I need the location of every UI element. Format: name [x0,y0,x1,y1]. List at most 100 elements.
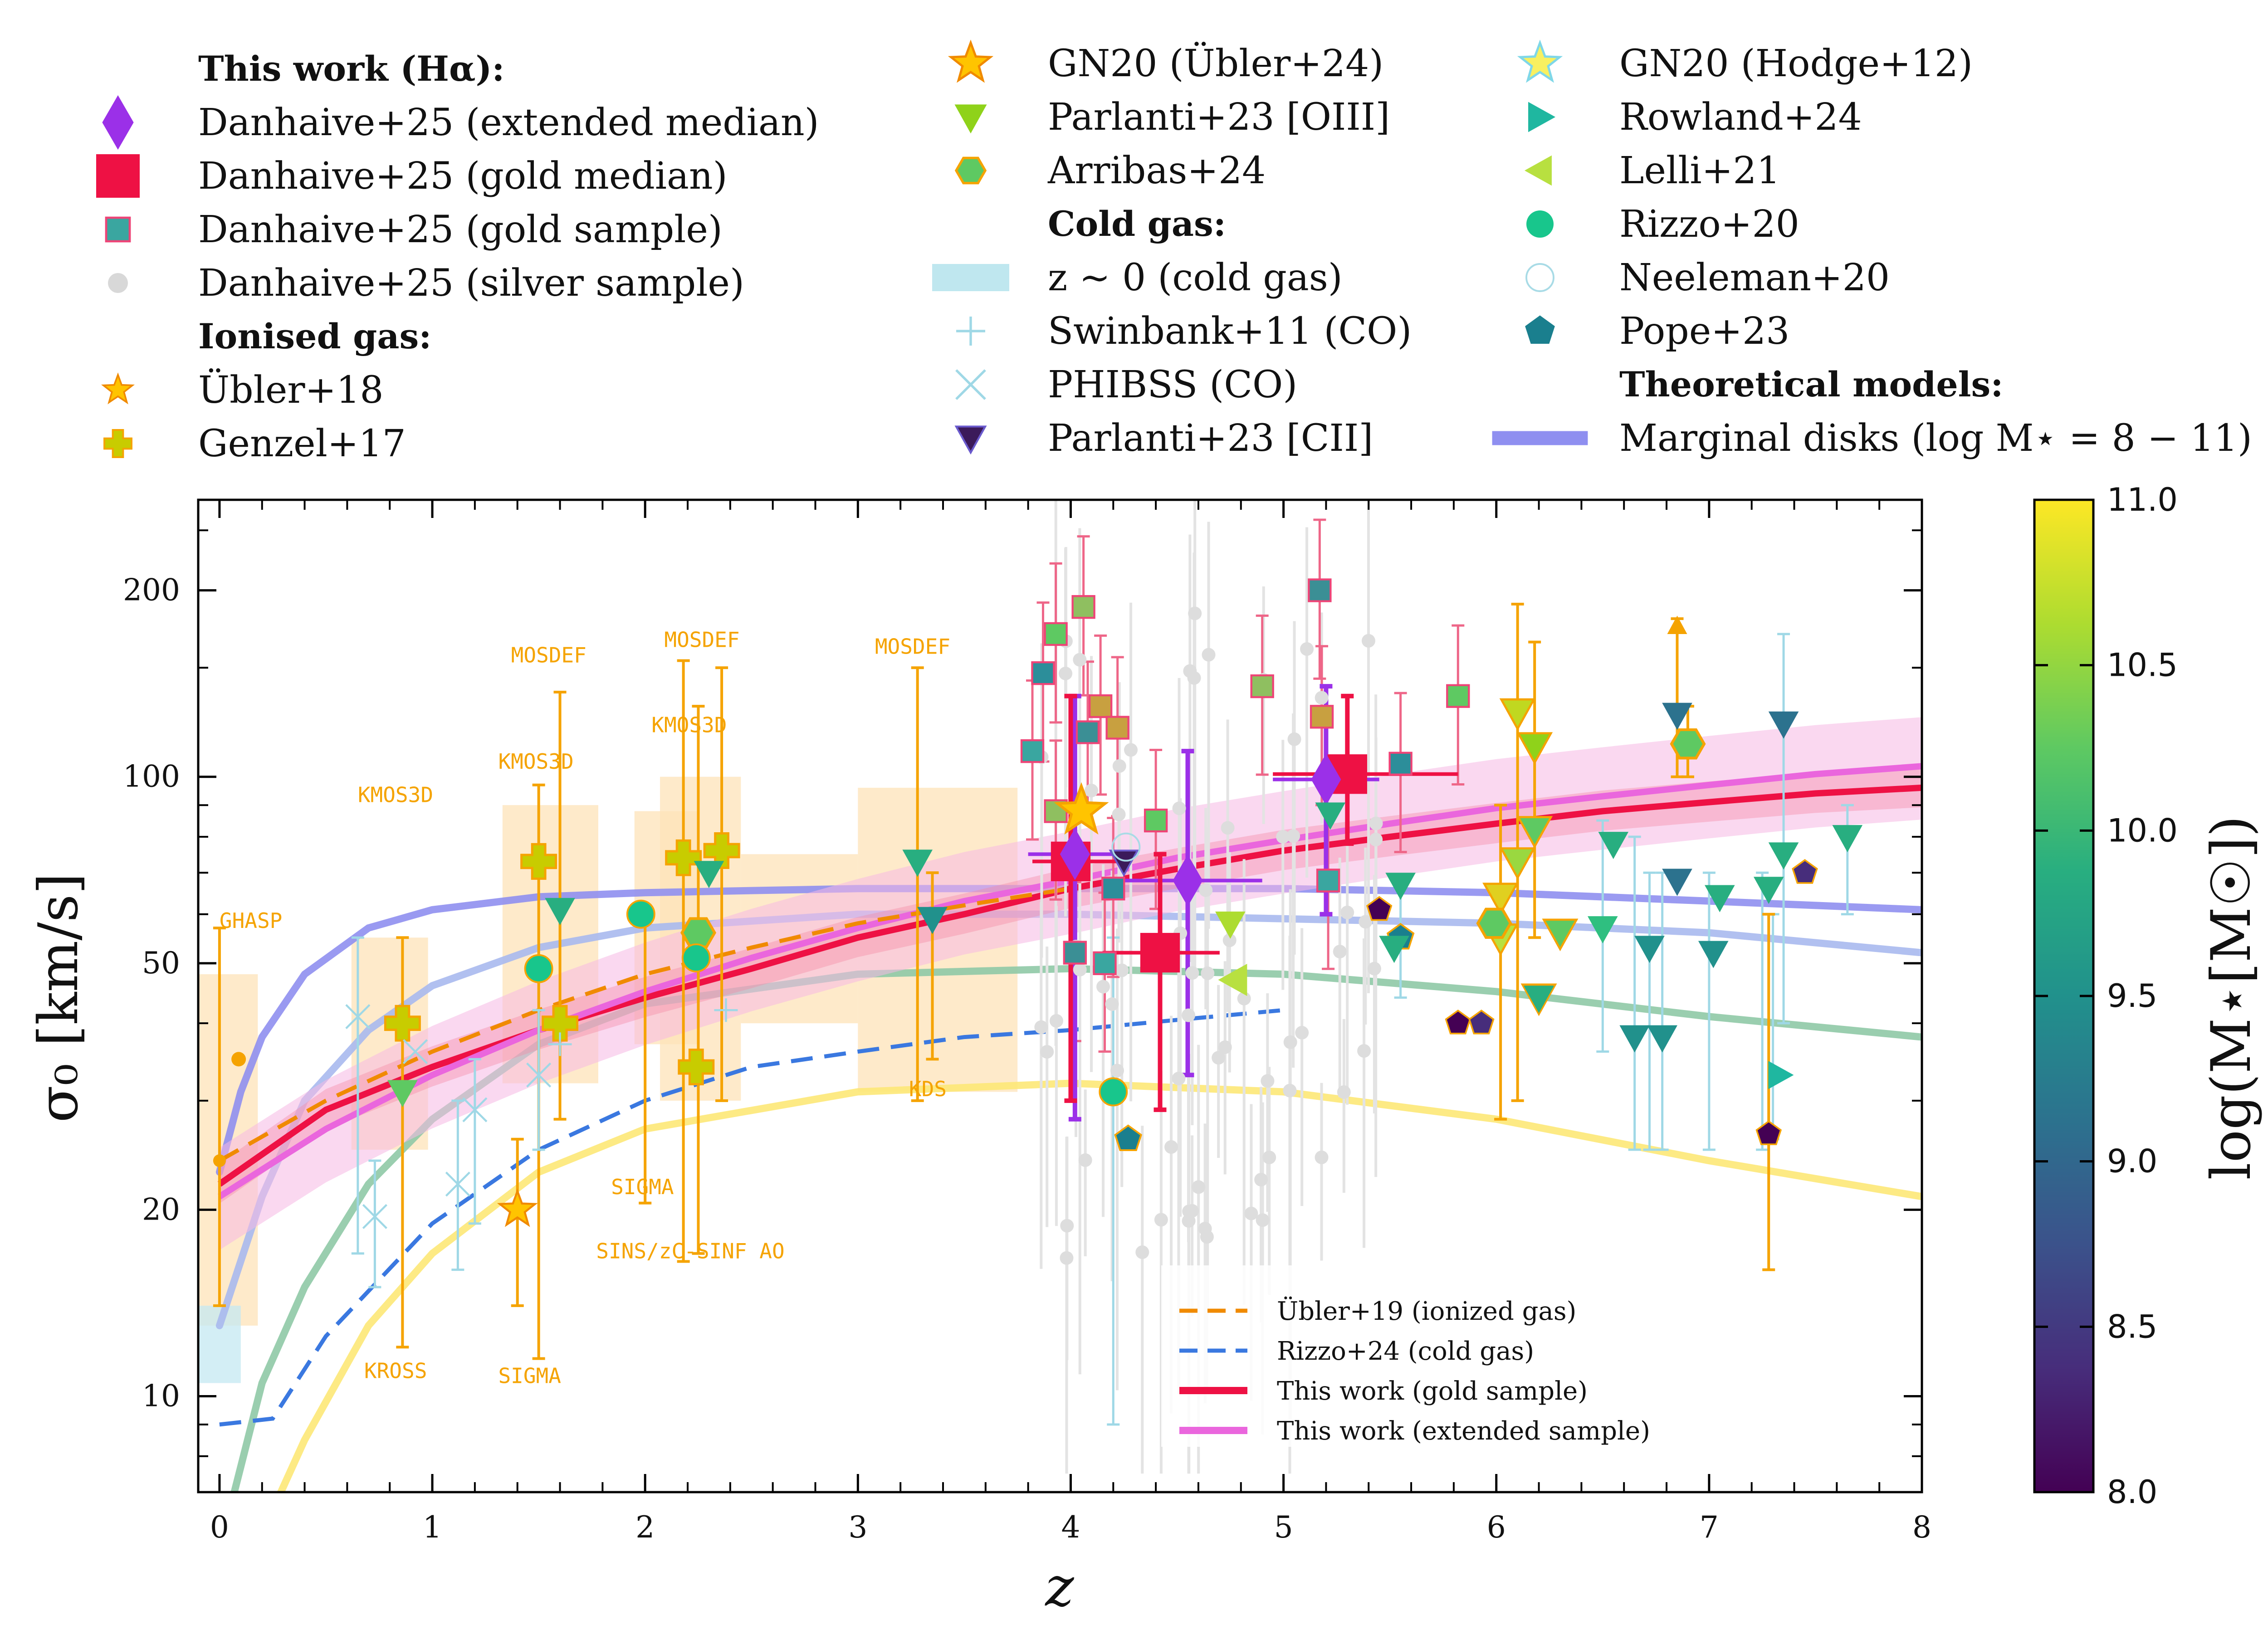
point-neeleman-20 [1111,832,1141,862]
legend-label: Genzel+17 [198,422,406,465]
point-phibss-cross [462,1097,488,1123]
x-tick-label: 5 [1274,1510,1293,1545]
point-high-z-triangle [1768,842,1799,870]
colorbar-tick-label: 9.0 [2107,1143,2157,1180]
survey-label: MOSDEF [664,628,739,652]
y-tick-label: 50 [142,946,180,981]
point-phibss-cross [445,1171,470,1197]
silver-sample-point [1221,821,1235,835]
survey-label: SINS/zC-SINF AO [596,1239,784,1263]
point-danhaive-25-gold-sample- [1031,661,1055,685]
legend-label: Lelli+21 [1619,149,1780,192]
legend-label: Arribas+24 [1047,149,1266,192]
legend-marker-tri-left [1524,155,1552,186]
silver-sample-point [1059,666,1073,680]
point-danhaive-25-gold-sample- [1044,622,1068,646]
legend-marker-star-cyan [1517,39,1563,83]
point-danhaive-25-gold-sample- [1144,808,1168,833]
silver-sample-point [1369,833,1383,847]
inner-legend: Übler+19 (ionized gas) Rizzo+24 (cold gas… [1161,1265,1687,1447]
silver-sample-point [1183,664,1197,678]
legend-label: Danhaive+25 (gold sample) [198,208,723,251]
legend-label: Übler+18 [198,368,384,412]
legend-label: Rowland+24 [1619,96,1862,139]
point-danhaive-25-gold-sample- [1446,684,1470,708]
silver-sample-point [1315,1150,1329,1164]
legend-label: Neeleman+20 [1619,256,1890,299]
survey-label: MOSDEF [511,643,587,667]
point-danhaive-25-gold-sample- [1088,694,1113,718]
point-high-z-triangle [902,849,933,877]
point-pope-pentagon [1792,859,1818,884]
y-tick-label: 10 [142,1378,180,1413]
point-parlanti-23-oiii- [1516,732,1553,765]
silver-sample-point [1073,653,1087,667]
colorbar-ticks: 8.0 8.5 9.0 9.5 10.0 10.5 11.0 [2034,481,2178,1511]
silver-sample-point [1283,1083,1297,1098]
survey-label: GHASP [220,908,282,933]
point-pope-pentagon [1366,896,1393,921]
silver-sample-point [1244,1206,1258,1220]
y-tick-label: 20 [142,1192,180,1227]
point-arribas-24 [1670,728,1706,760]
silver-sample-point [1110,1064,1124,1078]
point-swinbank-cross [714,998,738,1022]
x-tick-label: 0 [210,1510,229,1545]
legend-marker-cross-plus [956,317,985,346]
legend-label: Pope+23 [1619,310,1789,353]
point-high-z-triangle [1662,703,1692,730]
point-danhaive-25-gold-median- [1140,932,1180,973]
legend-label: Danhaive+25 (extended median) [198,101,819,144]
silver-sample-point [1222,933,1237,947]
y-tick-label: 100 [123,759,180,794]
survey-label: SIGMA [498,1364,561,1388]
inner-legend-label: Übler+19 (ionized gas) [1277,1296,1576,1326]
survey-label: MOSDEF [875,634,950,659]
legend-marker-tri-down [954,104,987,134]
silver-sample-point [1367,961,1381,976]
point-pope-pentagon [1755,1120,1782,1145]
point-rizzo-20 [681,943,711,973]
point-genzel-17 [678,1049,715,1086]
point-phibss-cross [402,1039,428,1064]
point-ghasp [213,1154,226,1167]
colorbar-label: log(M⋆[M☉]) [2200,815,2263,1180]
silver-sample-point [1124,743,1138,757]
point-genzel-17 [384,1005,421,1042]
silver-sample-point [1112,759,1126,773]
extended-sample-band [219,717,1922,1250]
legend-label: GN20 (Übler+24) [1048,42,1383,85]
survey-label: KMOS3D [498,749,573,774]
silver-sample-point [1315,691,1329,705]
point-danhaive-25-gold-sample- [1063,941,1087,965]
point-gn20-bler-24- [1054,782,1109,835]
point-high-z-triangle [1832,825,1863,853]
point-swinbank-cross [548,1032,572,1056]
silver-sample-point [1073,962,1087,976]
point-phibss-cross [345,1004,371,1030]
legend-marker-star [101,372,135,405]
point-genzel-17 [703,832,740,869]
point-genzel-17 [665,839,702,876]
x-tick-label: 7 [1700,1510,1719,1545]
point-genzel-17 [520,843,557,880]
silver-sample-point [1340,905,1354,919]
legend-label: Danhaive+25 (gold median) [198,155,728,198]
legend-marker-open-circle [1525,263,1554,292]
colorbar-tick-label: 9.5 [2107,977,2157,1015]
silver-sample-point [1060,1219,1074,1233]
x-tick-label: 2 [635,1510,655,1545]
silver-sample-point [1337,1085,1351,1099]
upper-limit-arrow [1667,615,1687,634]
point-high-z-triangle [1315,802,1346,830]
silver-sample-point [1237,991,1251,1005]
legend-marker-star-big [948,39,994,83]
silver-sample-point [1096,980,1110,994]
silver-sample-point [1185,966,1199,980]
x-tick-label: 4 [1061,1510,1080,1545]
silver-sample-point [1256,1213,1270,1227]
x-axis-label: z [1044,1556,1074,1619]
point-danhaive-25-gold-sample- [1105,716,1129,740]
silver-sample-point [1172,801,1186,815]
colorbar: 8.0 8.5 9.0 9.5 10.0 10.5 11.0 log(M⋆[M☉]) [2033,481,2263,1511]
